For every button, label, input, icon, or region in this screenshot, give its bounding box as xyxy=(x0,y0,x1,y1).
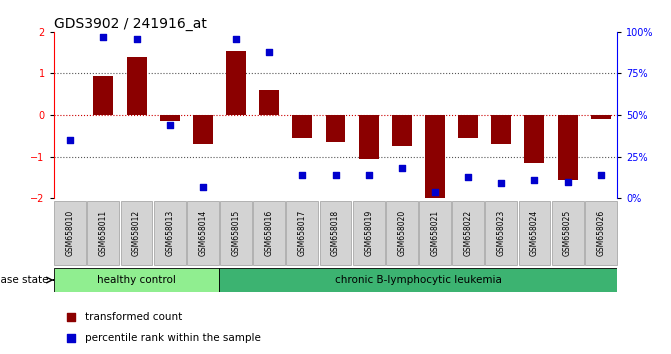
Point xyxy=(562,179,573,184)
Text: GSM658011: GSM658011 xyxy=(99,210,108,256)
Bar xyxy=(392,115,412,146)
Text: GSM658017: GSM658017 xyxy=(298,210,307,256)
Text: GSM658010: GSM658010 xyxy=(66,210,74,256)
Text: GSM658014: GSM658014 xyxy=(199,210,207,256)
Text: healthy control: healthy control xyxy=(97,275,176,285)
FancyBboxPatch shape xyxy=(220,201,252,264)
Point xyxy=(164,122,175,128)
Point xyxy=(429,189,440,194)
FancyBboxPatch shape xyxy=(54,201,86,264)
Text: GSM658020: GSM658020 xyxy=(397,210,407,256)
Point xyxy=(363,172,374,178)
Text: GSM658023: GSM658023 xyxy=(497,210,506,256)
FancyBboxPatch shape xyxy=(219,268,617,292)
Point xyxy=(397,165,407,171)
FancyBboxPatch shape xyxy=(121,201,152,264)
Text: GDS3902 / 241916_at: GDS3902 / 241916_at xyxy=(54,17,207,31)
Point xyxy=(496,181,507,186)
Text: transformed count: transformed count xyxy=(85,312,182,322)
Bar xyxy=(458,115,478,138)
FancyBboxPatch shape xyxy=(419,201,451,264)
Point xyxy=(98,34,109,40)
Point xyxy=(132,36,142,41)
Point xyxy=(197,184,208,189)
FancyBboxPatch shape xyxy=(386,201,418,264)
Text: GSM658019: GSM658019 xyxy=(364,210,373,256)
Text: chronic B-lymphocytic leukemia: chronic B-lymphocytic leukemia xyxy=(335,275,502,285)
FancyBboxPatch shape xyxy=(353,201,384,264)
Text: GSM658022: GSM658022 xyxy=(464,210,472,256)
Bar xyxy=(491,115,511,144)
Point xyxy=(330,172,341,178)
Text: GSM658024: GSM658024 xyxy=(530,210,539,256)
FancyBboxPatch shape xyxy=(287,201,318,264)
FancyBboxPatch shape xyxy=(452,201,484,264)
Bar xyxy=(525,115,544,163)
Point xyxy=(463,174,474,179)
Text: GSM658016: GSM658016 xyxy=(264,210,274,256)
Point xyxy=(264,49,274,55)
FancyBboxPatch shape xyxy=(552,201,584,264)
Text: GSM658025: GSM658025 xyxy=(563,210,572,256)
Bar xyxy=(259,90,279,115)
FancyBboxPatch shape xyxy=(319,201,352,264)
Point xyxy=(65,137,76,143)
Text: GSM658012: GSM658012 xyxy=(132,210,141,256)
Bar xyxy=(325,115,346,142)
FancyBboxPatch shape xyxy=(519,201,550,264)
FancyBboxPatch shape xyxy=(485,201,517,264)
Bar xyxy=(558,115,578,179)
FancyBboxPatch shape xyxy=(253,201,285,264)
Point xyxy=(595,172,606,178)
Bar xyxy=(359,115,378,159)
FancyBboxPatch shape xyxy=(154,201,186,264)
Text: GSM658026: GSM658026 xyxy=(597,210,605,256)
Text: GSM658013: GSM658013 xyxy=(165,210,174,256)
Bar xyxy=(193,115,213,144)
Text: percentile rank within the sample: percentile rank within the sample xyxy=(85,332,260,343)
Bar xyxy=(93,75,113,115)
Bar xyxy=(226,51,246,115)
Bar xyxy=(293,115,312,138)
FancyBboxPatch shape xyxy=(585,201,617,264)
Point xyxy=(484,23,495,29)
Point xyxy=(231,36,242,41)
Point xyxy=(297,172,308,178)
Bar xyxy=(127,57,146,115)
Text: GSM658015: GSM658015 xyxy=(231,210,240,256)
Text: GSM658018: GSM658018 xyxy=(331,210,340,256)
Point xyxy=(529,177,539,183)
FancyBboxPatch shape xyxy=(187,201,219,264)
Bar xyxy=(160,115,180,121)
Text: GSM658021: GSM658021 xyxy=(431,210,440,256)
FancyBboxPatch shape xyxy=(87,201,119,264)
Bar xyxy=(425,115,445,200)
FancyBboxPatch shape xyxy=(54,268,219,292)
Bar xyxy=(590,115,611,119)
Text: disease state: disease state xyxy=(0,275,48,285)
Point xyxy=(484,207,495,213)
